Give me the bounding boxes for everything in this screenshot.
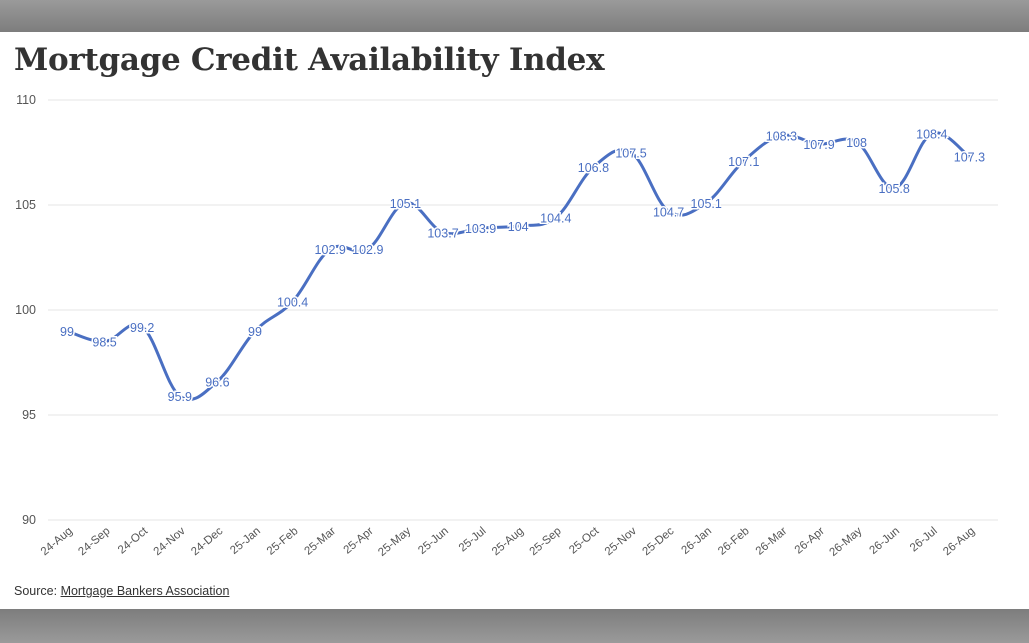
x-tick-label: 26-May bbox=[827, 525, 864, 559]
data-label: 105.1 bbox=[691, 197, 722, 211]
x-tick-label: 25-May bbox=[376, 525, 413, 559]
data-point bbox=[742, 159, 746, 163]
x-tick-label: 24-Aug bbox=[39, 525, 75, 558]
data-label: 99 bbox=[60, 325, 74, 339]
data-label: 104.7 bbox=[653, 205, 684, 219]
x-tick-label: 26-Apr bbox=[793, 525, 827, 556]
x-tick-label: 26-Aug bbox=[941, 525, 977, 558]
data-point bbox=[591, 165, 595, 169]
data-label: 100.4 bbox=[277, 296, 308, 310]
data-label: 107.3 bbox=[954, 151, 985, 165]
chart-card: Mortgage Credit Availability Index Sourc… bbox=[0, 32, 1029, 609]
data-label: 108 bbox=[846, 136, 867, 150]
x-tick-label: 24-Sep bbox=[76, 525, 112, 558]
x-tick-label: 25-Jun bbox=[416, 525, 451, 557]
data-label: 99 bbox=[248, 325, 262, 339]
data-point bbox=[667, 209, 671, 213]
data-label: 104.4 bbox=[540, 212, 571, 226]
data-point bbox=[629, 151, 633, 154]
source-prefix: Source: bbox=[14, 584, 61, 598]
x-tick-label: 25-Jan bbox=[228, 525, 263, 557]
data-label: 103.7 bbox=[427, 226, 458, 240]
data-point bbox=[892, 186, 896, 190]
data-label: 105.8 bbox=[879, 182, 910, 196]
x-tick-label: 24-Dec bbox=[189, 525, 225, 558]
data-point bbox=[779, 134, 783, 138]
x-tick-label: 26-Feb bbox=[716, 525, 752, 558]
data-point bbox=[516, 224, 520, 228]
data-point bbox=[479, 226, 483, 230]
data-point bbox=[291, 300, 295, 304]
data-label: 104 bbox=[508, 220, 529, 234]
data-point bbox=[215, 379, 219, 383]
y-tick-label: 90 bbox=[22, 513, 36, 527]
x-tick-label: 26-Mar bbox=[754, 525, 790, 558]
data-label: 102.9 bbox=[315, 243, 346, 257]
data-label: 98.5 bbox=[92, 336, 116, 350]
data-point bbox=[441, 230, 445, 234]
line-chart: 90 95 100 105 110 24-Aug 24-Sep 24-Oct 24-Nov 24-… bbox=[15, 93, 998, 559]
data-label: 107.9 bbox=[803, 138, 834, 152]
data-point bbox=[140, 325, 144, 329]
x-tick-label: 26-Jul bbox=[908, 525, 940, 554]
data-point bbox=[328, 247, 332, 251]
y-tick-label: 95 bbox=[22, 408, 36, 422]
data-point bbox=[855, 140, 859, 144]
data-point bbox=[817, 142, 821, 146]
data-label: 107.1 bbox=[728, 155, 759, 169]
data-label: 108.3 bbox=[766, 130, 797, 144]
x-tick-label: 26-Jun bbox=[867, 525, 902, 557]
data-point bbox=[103, 340, 107, 343]
x-tick-label: 25-Aug bbox=[490, 525, 526, 558]
top-frame-bar bbox=[0, 0, 1029, 32]
data-label: 108.4 bbox=[916, 128, 947, 142]
source-note: Source: Mortgage Bankers Association bbox=[14, 584, 229, 598]
data-point bbox=[366, 247, 370, 251]
x-tick-label: 24-Nov bbox=[152, 525, 188, 558]
data-label: 105.1 bbox=[390, 197, 421, 211]
x-tick-label: 25-Jul bbox=[457, 525, 489, 554]
data-point bbox=[967, 155, 971, 159]
series-line bbox=[65, 131, 971, 402]
x-tick-label: 24-Oct bbox=[116, 525, 151, 557]
y-tick-label: 100 bbox=[15, 303, 36, 317]
chart-title: Mortgage Credit Availability Index bbox=[14, 42, 605, 78]
data-point bbox=[930, 132, 934, 136]
x-tick-label: 25-Sep bbox=[528, 525, 564, 558]
y-tick-label: 110 bbox=[16, 93, 36, 107]
data-label: 102.9 bbox=[352, 243, 383, 257]
x-tick-label: 25-Dec bbox=[640, 525, 676, 558]
data-point bbox=[65, 329, 69, 333]
data-point bbox=[253, 329, 257, 333]
data-label: 106.8 bbox=[578, 161, 609, 175]
x-tick-label: 25-Mar bbox=[303, 525, 339, 558]
x-tick-label: 25-Feb bbox=[265, 525, 301, 558]
x-tick-label: 25-Nov bbox=[603, 525, 639, 558]
bottom-frame-bar bbox=[0, 609, 1029, 643]
data-point bbox=[554, 216, 558, 220]
data-label: 103.9 bbox=[465, 222, 496, 236]
data-point bbox=[178, 394, 182, 398]
data-point bbox=[403, 201, 407, 205]
x-tick-label: 26-Jan bbox=[679, 525, 714, 557]
x-tick-label: 25-Oct bbox=[567, 525, 602, 557]
data-label: 99.2 bbox=[130, 321, 154, 335]
data-point bbox=[704, 201, 708, 205]
source-link[interactable]: Mortgage Bankers Association bbox=[60, 584, 230, 598]
data-label: 95.9 bbox=[168, 390, 192, 404]
y-tick-label: 105 bbox=[15, 198, 36, 212]
data-label: 96.6 bbox=[205, 375, 229, 389]
data-label: 107.5 bbox=[615, 147, 646, 161]
x-tick-label: 25-Apr bbox=[342, 525, 376, 556]
